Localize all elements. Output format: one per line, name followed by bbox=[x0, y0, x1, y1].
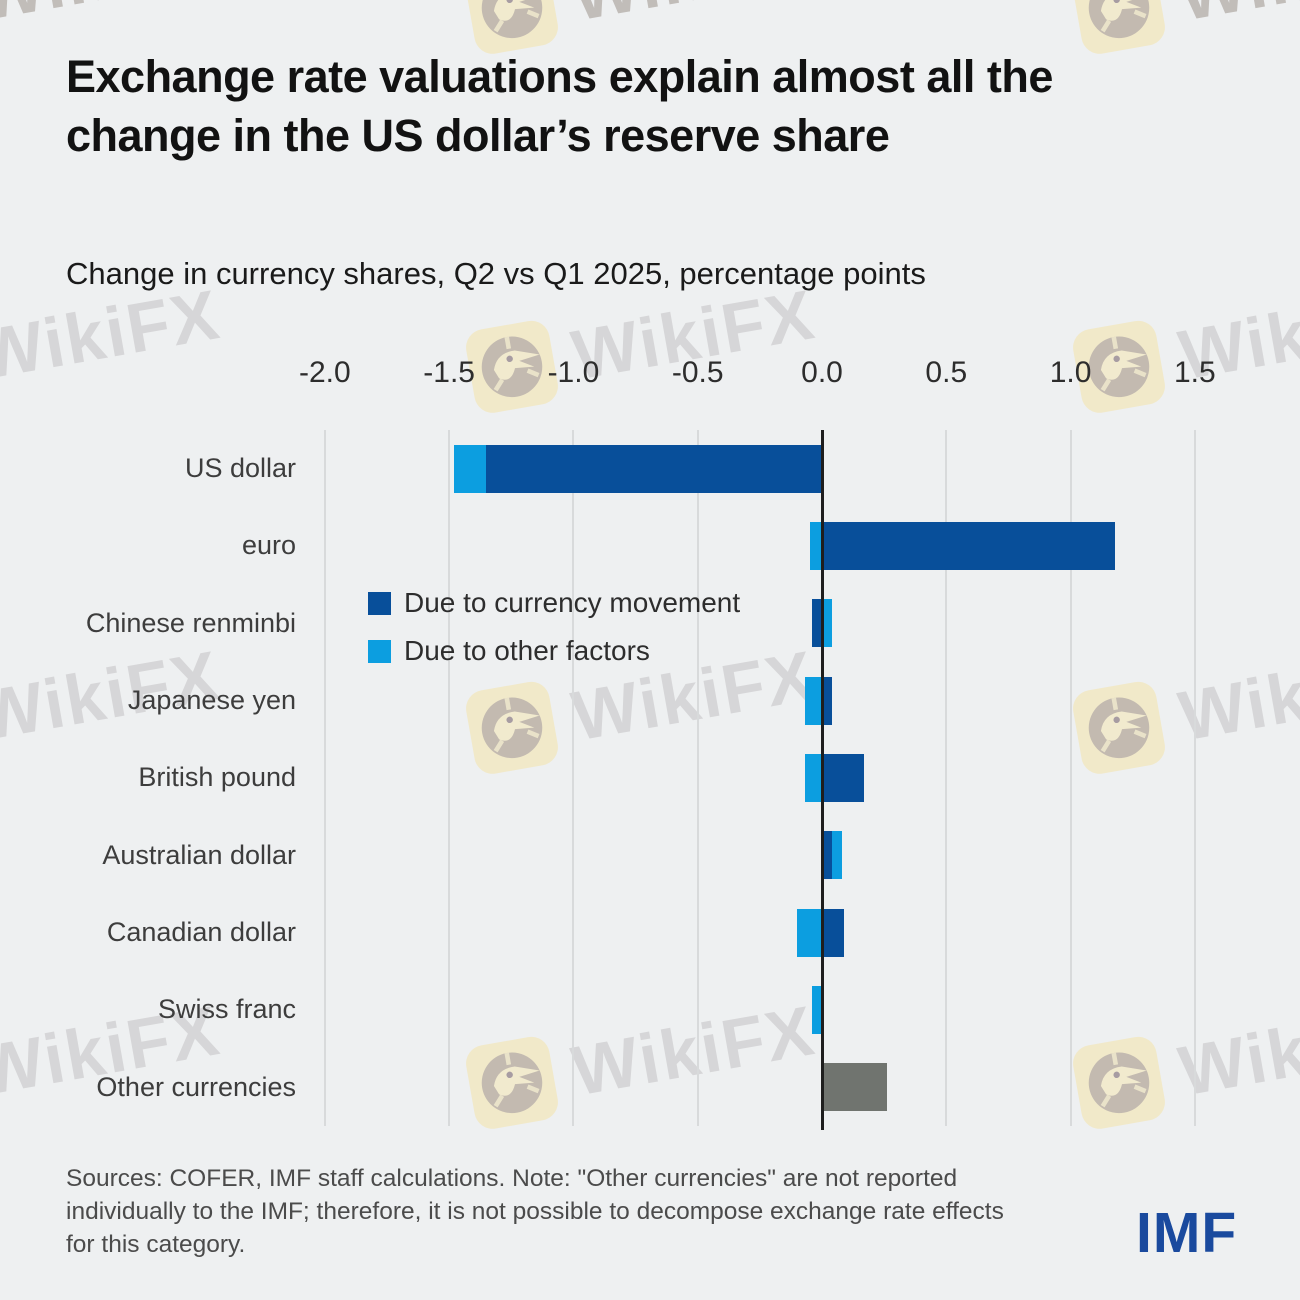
gridline bbox=[572, 430, 575, 1126]
gridline bbox=[448, 430, 451, 1126]
bar-currency-movement bbox=[822, 676, 832, 725]
chart-legend: Due to currency movement Due to other fac… bbox=[368, 586, 740, 682]
x-tick-label: 0.5 bbox=[925, 356, 968, 389]
legend-item: Due to currency movement bbox=[368, 586, 740, 620]
category-label: British pound bbox=[138, 762, 296, 793]
bar-currency-movement bbox=[486, 444, 822, 493]
bar-currency-movement bbox=[822, 831, 832, 880]
legend-label: Due to currency movement bbox=[404, 587, 741, 618]
bar-other-factors bbox=[812, 986, 822, 1034]
legend-swatch bbox=[368, 639, 391, 663]
bar-undecomposed bbox=[822, 1063, 887, 1112]
x-tick-label: -0.5 bbox=[671, 356, 724, 389]
category-label: Japanese yen bbox=[127, 685, 296, 716]
bar-currency-movement bbox=[822, 754, 865, 802]
bar-other-factors bbox=[804, 676, 822, 725]
bar-currency-movement bbox=[812, 599, 822, 648]
gridline bbox=[1069, 430, 1072, 1126]
legend-label: Due to other factors bbox=[404, 635, 650, 666]
chart-subtitle: Change in currency shares, Q2 vs Q1 2025… bbox=[66, 256, 926, 291]
bar-other-factors bbox=[797, 908, 822, 957]
legend-item: Due to other factors bbox=[368, 634, 740, 668]
category-label: euro bbox=[241, 530, 296, 561]
bar-other-factors bbox=[822, 599, 832, 648]
category-label: Other currencies bbox=[96, 1071, 296, 1102]
x-tick-label: -2.0 bbox=[299, 356, 351, 389]
legend-swatch bbox=[368, 591, 391, 615]
category-label: US dollar bbox=[184, 453, 296, 484]
gridline bbox=[945, 430, 948, 1126]
bar-other-factors bbox=[804, 754, 822, 802]
bar-other-factors bbox=[831, 831, 842, 880]
gridline bbox=[323, 430, 326, 1126]
x-tick-label: 1.5 bbox=[1173, 356, 1216, 389]
gridline bbox=[1193, 430, 1196, 1126]
source-note: Sources: COFER, IMF staff calculations. … bbox=[66, 1165, 1004, 1258]
category-label: Canadian dollar bbox=[106, 917, 296, 948]
category-label: Swiss franc bbox=[157, 994, 296, 1025]
bar-other-factors bbox=[454, 444, 487, 493]
imf-logo: IMF bbox=[1136, 1201, 1238, 1265]
zero-axis-line bbox=[820, 430, 824, 1130]
bar-other-factors bbox=[809, 522, 822, 570]
category-label: Australian dollar bbox=[102, 839, 296, 870]
bar-currency-movement bbox=[822, 522, 1116, 570]
x-tick-label: 0.0 bbox=[801, 356, 843, 389]
gridline bbox=[696, 430, 699, 1126]
x-tick-label: -1.0 bbox=[547, 356, 600, 389]
category-label: Chinese renminbi bbox=[85, 607, 296, 638]
chart-title: Exchange rate valuations explain almost … bbox=[66, 51, 1053, 161]
x-tick-label: -1.5 bbox=[423, 356, 475, 389]
x-tick-label: 1.0 bbox=[1049, 356, 1092, 389]
bar-currency-movement bbox=[822, 908, 845, 957]
